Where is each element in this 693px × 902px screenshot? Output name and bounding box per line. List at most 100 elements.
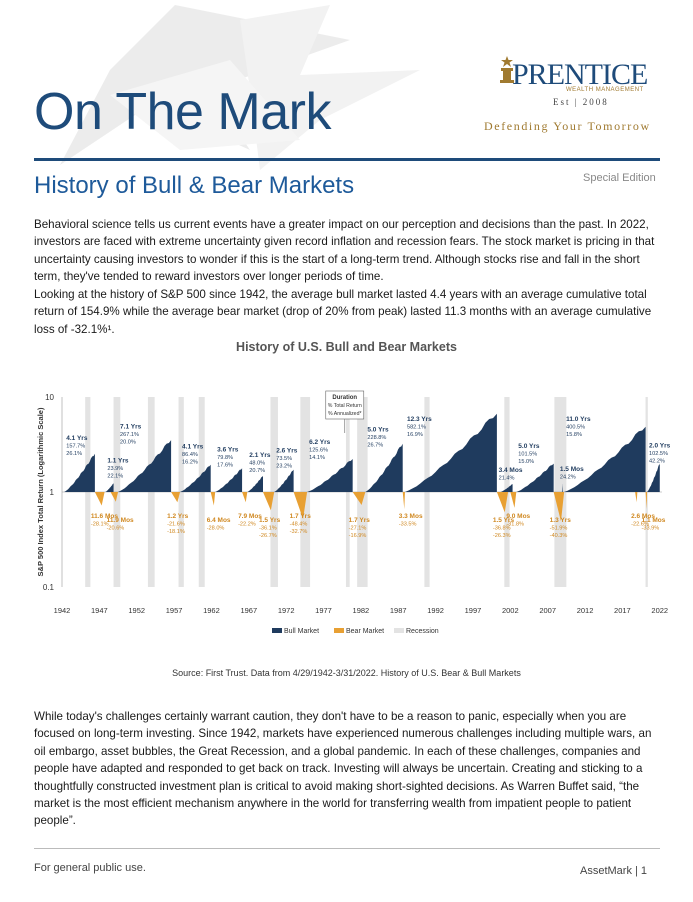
bull-market-label: 20.0% <box>120 439 136 445</box>
x-tick-label: 1947 <box>91 606 108 615</box>
bear-market-label: 1.3 Yrs <box>550 517 572 524</box>
title-divider <box>34 158 660 161</box>
bull-market-label: 6.2 Yrs <box>309 439 331 446</box>
bull-market-label: 48.0% <box>249 461 265 467</box>
bear-market-label: -40.3% <box>550 533 568 539</box>
footer-divider <box>34 848 660 849</box>
brand-name: PRENTICE <box>512 58 648 91</box>
bull-market-area <box>404 413 497 492</box>
x-tick-label: 2022 <box>651 606 668 615</box>
bull-market-label: 228.8% <box>367 435 386 441</box>
x-tick-label: 1942 <box>54 606 71 615</box>
legend-label: Recession <box>406 628 439 635</box>
x-tick-label: 1987 <box>390 606 407 615</box>
bear-market-label: -26.7% <box>259 533 277 539</box>
bear-market-label: -31.8% <box>506 522 524 528</box>
bull-market-label: 267.1% <box>120 432 139 438</box>
bear-market-label: 1.2 Yrs <box>167 513 189 520</box>
bull-market-label: 42.2% <box>649 459 665 465</box>
legend-label: Bull Market <box>284 628 319 635</box>
bear-market-area <box>352 492 366 505</box>
bear-market-label: 11.9 Mos <box>107 517 134 524</box>
statistics-paragraph: Looking at the history of S&P 500 since … <box>34 288 652 336</box>
bull-market-label: 2.1 Yrs <box>249 452 271 459</box>
bear-market-area <box>242 492 248 503</box>
bear-market-label: -20.6% <box>107 526 125 532</box>
bear-market-label: -33.5% <box>399 522 417 528</box>
bull-market-label: 15.0% <box>518 459 534 465</box>
bull-market-label: 24.2% <box>560 475 576 481</box>
bull-market-label: 3.4 Mos <box>499 467 523 474</box>
bear-market-area <box>496 492 509 513</box>
bull-market-area <box>180 464 211 492</box>
bull-market-area <box>215 468 243 492</box>
bear-market-area <box>635 492 638 503</box>
legend-label: Bear Market <box>346 628 384 635</box>
bear-market-label: 1.7 Yrs <box>349 517 371 524</box>
bull-market-area <box>307 459 353 492</box>
bull-market-label: 23.2% <box>276 463 292 469</box>
bear-market-label: 3.3 Mos <box>399 513 423 520</box>
bear-market-label: -27.1% <box>349 526 367 532</box>
bull-market-label: 23.9% <box>107 466 123 472</box>
bull-market-label: 73.5% <box>276 456 292 462</box>
x-tick-label: 1957 <box>166 606 183 615</box>
bear-market-label: -18.1% <box>167 529 185 535</box>
bull-market-area <box>500 484 513 492</box>
bull-market-area <box>274 469 294 492</box>
x-tick-label: 2002 <box>502 606 519 615</box>
x-tick-label: 1962 <box>203 606 220 615</box>
bear-market-label: -16.9% <box>349 533 367 539</box>
x-tick-label: 1952 <box>128 606 145 615</box>
bear-market-label: 6.4 Mos <box>207 517 231 524</box>
bull-market-label: 2.0 Yrs <box>649 443 671 450</box>
chart-title: History of U.S. Bull and Bear Markets <box>236 340 457 354</box>
bull-market-label: 125.6% <box>309 448 328 454</box>
bear-market-area <box>402 492 405 510</box>
bear-market-label: -36.8% <box>493 526 511 532</box>
compass-watermark <box>60 5 420 170</box>
x-tick-label: 1977 <box>315 606 332 615</box>
bull-market-area <box>105 483 114 492</box>
bear-market-area <box>110 492 119 502</box>
bull-market-area <box>561 483 563 492</box>
bear-market-label: 11.6 Mos <box>91 513 118 520</box>
bull-market-area <box>516 463 554 492</box>
footer-disclaimer: For general public use. <box>34 862 146 874</box>
x-tick-label: 1992 <box>427 606 444 615</box>
x-tick-label: 2017 <box>614 606 631 615</box>
bull-market-label: 2.6 Yrs <box>276 447 298 454</box>
legend-swatch <box>334 628 344 633</box>
x-tick-label: 2007 <box>539 606 556 615</box>
bear-market-label: -22.2% <box>238 522 256 528</box>
bull-market-label: 26.7% <box>367 443 383 449</box>
bull-market-label: 26.1% <box>66 451 82 457</box>
bear-market-label: -48.4% <box>290 522 308 528</box>
bull-market-label: 86.4% <box>182 452 198 458</box>
bull-market-label: 582.1% <box>407 425 426 431</box>
bull-market-label: 15.8% <box>566 432 582 438</box>
bear-market-label: -28.1% <box>91 522 109 528</box>
bull-market-label: 12.3 Yrs <box>407 416 432 423</box>
bull-market-label: 16.2% <box>182 460 198 466</box>
bear-market-label: -26.3% <box>493 533 511 539</box>
x-tick-label: 1972 <box>278 606 295 615</box>
bear-market-label: 1.7 Yrs <box>290 513 312 520</box>
bear-market-area <box>293 492 308 519</box>
bull-market-area <box>647 463 660 492</box>
y-tick-label: 0.1 <box>43 583 55 592</box>
bull-market-label: 20.7% <box>249 468 265 474</box>
bear-market-label: 1.5 Yrs <box>259 517 281 524</box>
bear-market-label: 2.6 Mos <box>631 513 655 520</box>
bear-market-label: 9.0 Mos <box>506 513 530 520</box>
y-axis-label: S&P 500 Index Total Return (Logarithmic … <box>36 407 45 576</box>
brand-subtitle: WEALTH MANAGEMENT <box>566 87 644 93</box>
bull-market-label: 3.6 Yrs <box>217 446 239 453</box>
brand-established: Est | 2008 <box>553 97 609 107</box>
bear-market-label: -36.1% <box>259 526 277 532</box>
bull-market-label: 79.8% <box>217 455 233 461</box>
bull-market-area <box>64 453 95 492</box>
newsletter-title: On The Mark <box>34 83 331 141</box>
intro-paragraph: Behavioral science tells us current even… <box>34 218 655 284</box>
bull-market-label: 1.5 Mos <box>560 466 584 473</box>
